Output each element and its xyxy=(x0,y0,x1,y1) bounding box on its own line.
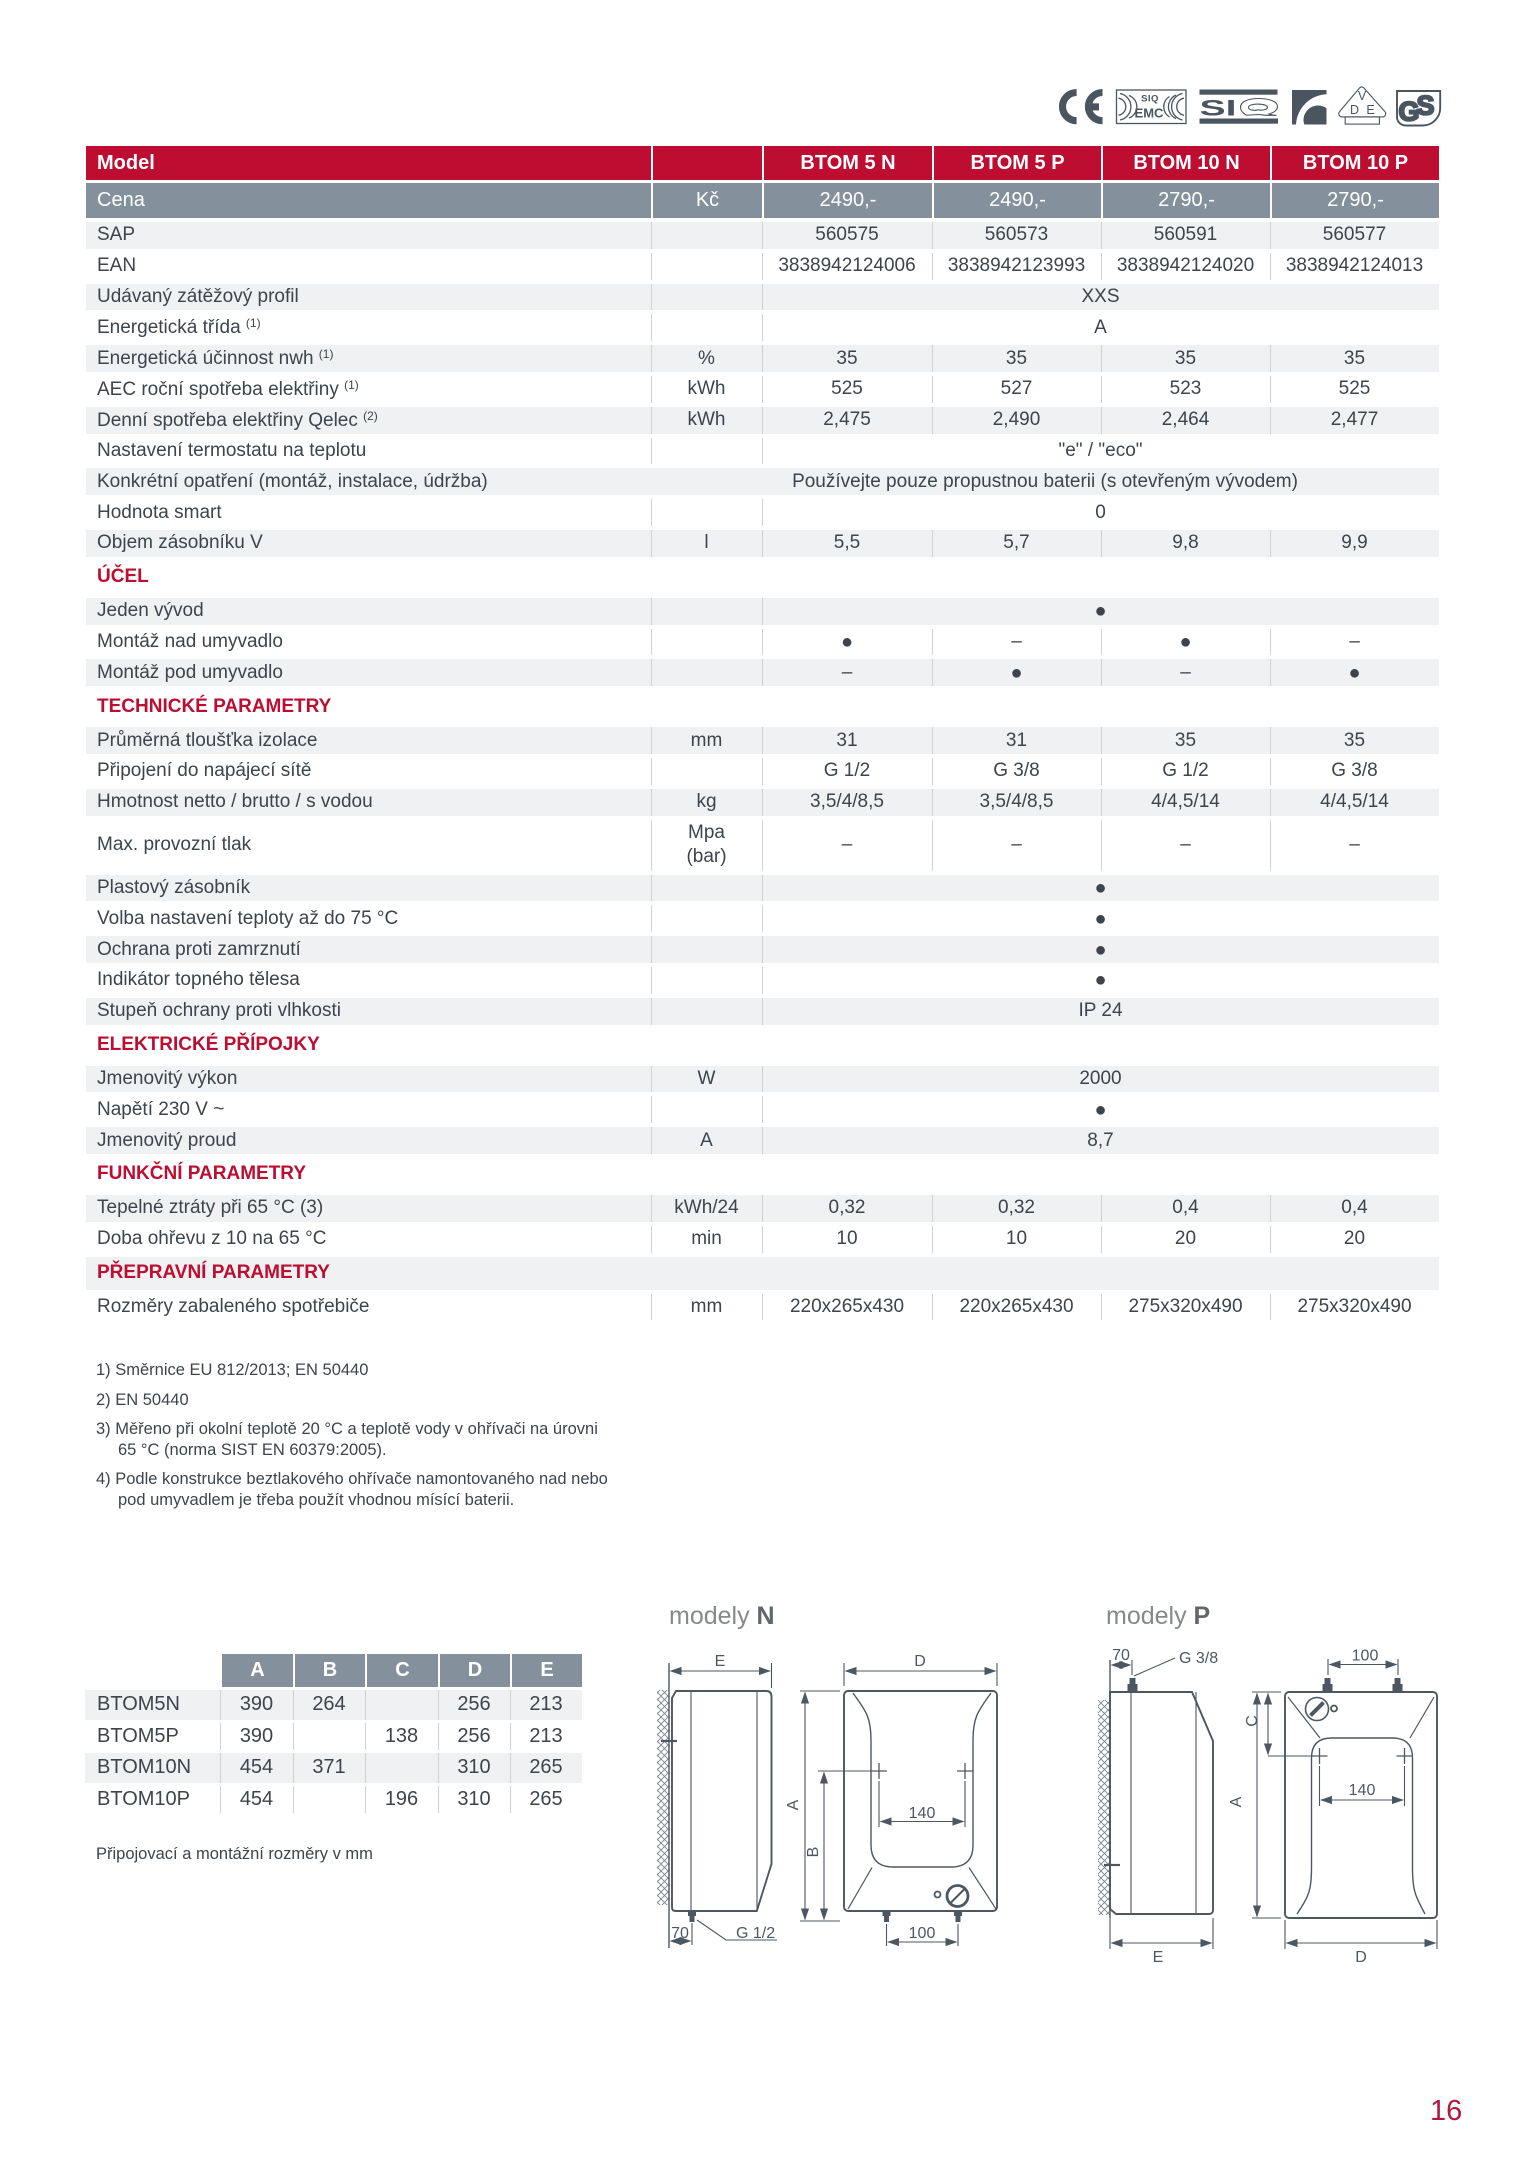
svg-text:D: D xyxy=(1355,1949,1367,1966)
svg-text:G 3/8: G 3/8 xyxy=(1179,1650,1218,1667)
svg-text:SI: SI xyxy=(1200,95,1237,120)
svg-text:E: E xyxy=(1366,103,1374,117)
svg-text:100: 100 xyxy=(1352,1648,1379,1665)
svg-text:A: A xyxy=(785,1799,802,1810)
svg-text:E: E xyxy=(715,1653,726,1670)
svg-text:G: G xyxy=(1399,97,1420,127)
svg-text:S: S xyxy=(1417,91,1435,121)
svg-text:A: A xyxy=(1228,1796,1245,1807)
svg-text:70: 70 xyxy=(1112,1647,1130,1664)
svg-text:140: 140 xyxy=(1349,1782,1376,1799)
svg-text:E: E xyxy=(1153,1949,1164,1966)
svg-text:V: V xyxy=(1358,89,1367,103)
svg-text:100: 100 xyxy=(909,1925,936,1942)
svg-text:D: D xyxy=(1350,103,1359,117)
svg-text:140: 140 xyxy=(909,1805,936,1822)
svg-text:D: D xyxy=(914,1653,926,1670)
svg-text:B: B xyxy=(805,1847,822,1858)
svg-text:70: 70 xyxy=(671,1925,689,1942)
svg-text:SIQ: SIQ xyxy=(1141,94,1159,105)
svg-text:EMC: EMC xyxy=(1135,106,1165,121)
svg-text:C: C xyxy=(1244,1715,1261,1727)
svg-text:G 1/2: G 1/2 xyxy=(736,1925,775,1942)
